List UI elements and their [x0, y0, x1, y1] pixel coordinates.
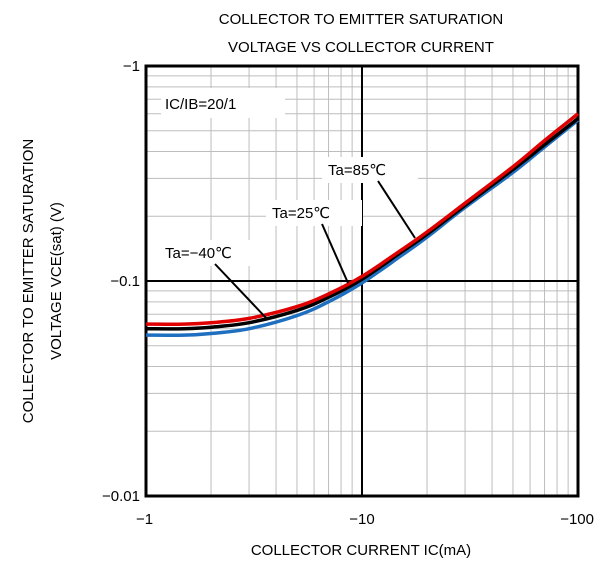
annotation-leader-line: [214, 263, 269, 321]
series-annotation-label: Ta=25℃: [272, 205, 330, 222]
series-annotation-label: Ta=−40℃: [165, 245, 232, 262]
y-tick-label: −0.01: [102, 488, 140, 505]
annotation-leader-line: [377, 180, 416, 239]
y-axis-label-line-2: VOLTAGE VCE(sat) (V): [48, 202, 65, 360]
annotation-box: [322, 157, 418, 183]
series-line-1: [145, 118, 580, 337]
y-tick-label: −1: [123, 58, 140, 75]
x-tick-label: −1: [136, 511, 153, 528]
tick-labels: −1 −10 −100 −1 −0.1 −0.01: [102, 58, 594, 528]
annotation-leader-line: [321, 223, 349, 284]
y-tick-label: −0.1: [110, 273, 140, 290]
chart-title-line-2: VOLTAGE VS COLLECTOR CURRENT: [228, 39, 494, 56]
condition-label-box: [161, 88, 285, 118]
annotation-box: [266, 200, 362, 226]
x-tick-label: −100: [560, 511, 594, 528]
series-annotation-label: Ta=85℃: [328, 162, 386, 179]
plot-area-frame: [144, 64, 580, 498]
series-line-3: [145, 112, 580, 326]
series-lines: [145, 112, 580, 337]
y-axis-label-line-1: COLLECTOR TO EMITTER SATURATION: [20, 139, 37, 423]
x-tick-label: −10: [349, 511, 374, 528]
condition-label: IC/IB=20/1: [165, 96, 236, 113]
series-line-2: [145, 117, 580, 331]
series-annotations: Ta=−40℃ Ta=25℃ Ta=85℃: [159, 157, 418, 321]
chart-title-line-1: COLLECTOR TO EMITTER SATURATION: [219, 11, 503, 28]
x-axis-label: COLLECTOR CURRENT IC(mA): [251, 542, 471, 559]
annotation-box: [159, 240, 267, 266]
